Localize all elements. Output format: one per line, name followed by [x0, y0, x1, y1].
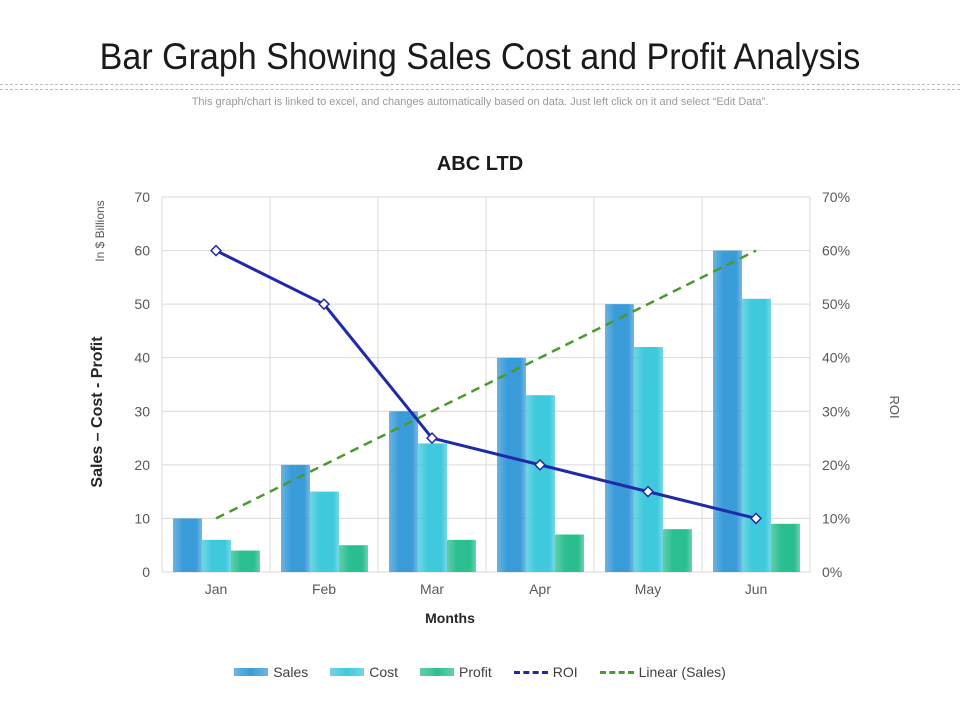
- y-axis-title: Sales – Cost - Profit: [89, 336, 106, 488]
- x-tick-label: Jun: [745, 581, 768, 597]
- y2-tick-label: 40%: [822, 350, 850, 366]
- y2-tick-label: 70%: [822, 189, 850, 205]
- secondary-y-axis-title: ROI: [887, 395, 902, 418]
- title-divider: [0, 84, 960, 90]
- legend-item-roi[interactable]: ROI: [513, 664, 578, 680]
- x-tick-label: Feb: [312, 581, 336, 597]
- legend-label-cost: Cost: [369, 664, 399, 680]
- gridlines: [161, 196, 811, 573]
- y2-tick-label: 0%: [822, 564, 842, 580]
- y2-tick-label: 10%: [822, 510, 850, 526]
- y-tick-label: 10: [134, 510, 150, 526]
- sales-bar: [281, 464, 310, 572]
- cost-bar: [634, 347, 663, 572]
- x-tick-label: Mar: [420, 581, 444, 597]
- profit-swatch: [420, 668, 455, 676]
- roi-point: [425, 432, 439, 445]
- page-title: Bar Graph Showing Sales Cost and Profit …: [99, 36, 861, 77]
- profit-bar: [771, 523, 800, 572]
- cost-bar: [418, 443, 447, 572]
- x-tick-label: Apr: [529, 581, 551, 597]
- sales-swatch: [234, 668, 269, 676]
- sales-bar: [605, 304, 634, 572]
- roi-point: [533, 458, 547, 471]
- profit-bar: [339, 545, 368, 572]
- sales-bar: [497, 357, 526, 572]
- roi-point: [317, 298, 331, 311]
- y2-tick-label: 30%: [822, 403, 850, 419]
- x-tick-label: May: [635, 581, 661, 597]
- y2-tick-label: 20%: [822, 457, 850, 473]
- legend-item-cost[interactable]: Cost: [330, 664, 398, 680]
- roi-point: [749, 512, 763, 525]
- x-tick-label: Jan: [205, 581, 228, 597]
- profit-bar: [663, 529, 692, 572]
- chart-legend[interactable]: Sales Cost Profit ROI Linear (Sales): [0, 664, 960, 680]
- legend-item-linear-sales[interactable]: Linear (Sales): [599, 664, 726, 680]
- legend-label-linear-sales: Linear (Sales): [638, 664, 726, 680]
- sales-bar: [173, 518, 202, 572]
- y-tick-label: 40: [134, 350, 150, 366]
- axis-ticks: 0 0% 10 10% 20 20% 30 30% 40 40% 50 50% 60 60% 70 70% Ja…: [134, 189, 850, 597]
- x-axis-title: Months: [425, 610, 475, 626]
- roi-swatch: [513, 670, 548, 674]
- chart-title: ABC LTD: [437, 153, 523, 175]
- legend-item-profit[interactable]: Profit: [420, 664, 492, 680]
- profit-bar: [231, 550, 260, 572]
- linear-sales-trendline: [215, 249, 757, 520]
- legend-label-sales: Sales: [273, 664, 309, 680]
- legend-label-profit: Profit: [459, 664, 492, 680]
- linear-sales-swatch: [599, 670, 634, 674]
- y-tick-label: 50: [134, 296, 150, 312]
- page-subtitle: This graph/chart is linked to excel, and…: [191, 96, 769, 108]
- profit-bar: [447, 539, 476, 572]
- cost-bar: [742, 298, 771, 572]
- line-series: [209, 244, 763, 525]
- legend-item-sales[interactable]: Sales: [234, 664, 308, 680]
- y-tick-label: 0: [142, 564, 150, 580]
- cost-swatch: [330, 668, 365, 676]
- sales-bar: [713, 250, 742, 573]
- profit-bar: [555, 534, 584, 572]
- y-tick-label: 70: [134, 189, 150, 205]
- cost-bar: [310, 491, 339, 572]
- y-tick-label: 30: [134, 403, 150, 419]
- roi-line: [215, 249, 757, 520]
- bar-series: [173, 250, 800, 573]
- y2-tick-label: 50%: [822, 296, 850, 312]
- cost-bar: [202, 539, 231, 572]
- roi-point: [209, 244, 223, 257]
- y-axis-unit-label: In $ Billions: [93, 200, 107, 261]
- cost-bar: [526, 395, 555, 572]
- y2-tick-label: 60%: [822, 243, 850, 259]
- legend-label-roi: ROI: [552, 664, 578, 680]
- roi-point: [641, 485, 655, 498]
- y-tick-label: 20: [134, 457, 150, 473]
- y-tick-label: 60: [134, 243, 150, 259]
- sales-bar: [389, 411, 418, 572]
